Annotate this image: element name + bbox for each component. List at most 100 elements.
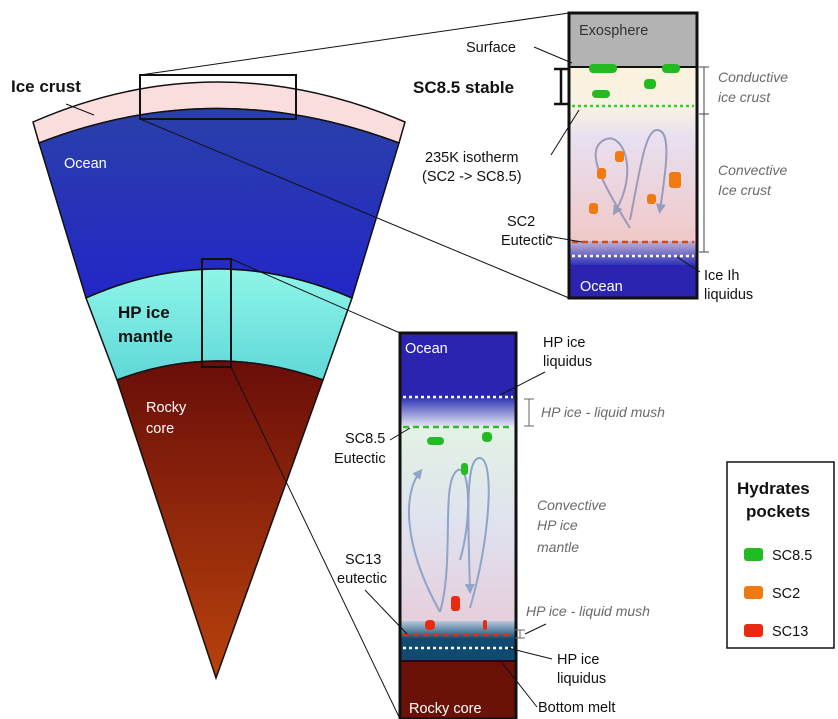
sc85-eutectic-pointer [389, 427, 411, 441]
bottom-column-frame [398, 331, 518, 719]
hp-ice-label-2: mantle [118, 327, 173, 346]
sc13-pocket [425, 620, 435, 630]
sc13-pocket [483, 620, 487, 630]
sc85-pocket [644, 79, 656, 89]
legend-title-2: pockets [746, 502, 810, 521]
sc13-eutectic-label-1: SC13 [345, 552, 381, 568]
ice-liquidus-label-1: Ice Ih [704, 268, 739, 284]
sc85-pocket [662, 64, 680, 73]
isotherm-label-1: 235K isotherm [425, 150, 519, 166]
mush-top-bracket [524, 398, 534, 427]
crust-zoom-box [139, 74, 297, 120]
ice-liquidus-pointer [676, 256, 701, 273]
bottom-mantle-layer [400, 427, 516, 621]
sc85-pocket [461, 463, 468, 475]
convective-mantle-label-3: mantle [537, 539, 579, 555]
sc85-pocket [482, 432, 492, 442]
surface-label: Surface [466, 40, 516, 56]
top-ocean-layer [569, 265, 697, 298]
bottom-convection-arrow-loop [439, 468, 470, 613]
sc2-pointer [546, 235, 583, 243]
convective-label-2: Ice crust [718, 182, 772, 198]
sc85-pocket [592, 90, 610, 98]
bottom-convection-arrow-up [408, 468, 441, 613]
bottom-rocky-label: Rocky core [409, 701, 482, 717]
top-convection-arrow-up [594, 137, 631, 229]
top-right-brackets [699, 66, 709, 253]
legend-label-sc13: SC13 [772, 624, 808, 640]
sc85-pocket [589, 64, 617, 73]
surface-pointer [533, 46, 573, 64]
bottom-convection-arrow-down [464, 457, 490, 609]
sc2-pocket [589, 203, 598, 214]
convective-label-1: Convective [718, 162, 787, 178]
zoom-connectors [139, 12, 570, 719]
mush-top-label: HP ice - liquid mush [541, 404, 665, 420]
sc13-eutectic-pointer [364, 589, 408, 635]
planet-wedge [32, 74, 406, 681]
legend-swatch-sc13 [744, 624, 763, 637]
convective-mantle-label-2: HP ice [537, 517, 578, 533]
convective-mantle-label-1: Convective [537, 497, 606, 513]
bottom-column [398, 331, 518, 719]
sc2-pocket [597, 168, 606, 179]
hp-ice-label-1: HP ice [118, 303, 170, 322]
legend-swatch-sc85 [744, 548, 763, 561]
top-ocean-label: Ocean [580, 279, 623, 295]
legend-swatch-sc2 [744, 586, 763, 599]
bottom-melt-layer [400, 639, 516, 661]
sc85-eutectic-label-2: Eutectic [334, 451, 386, 467]
hp-liquidus-top-label-1: HP ice [543, 335, 585, 351]
hp-liquidus-bottom-label-2: liquidus [557, 671, 606, 687]
legend-title-1: Hydrates [737, 479, 810, 498]
exosphere-label: Exosphere [579, 23, 648, 39]
bottom-ocean-transition [400, 397, 516, 427]
rocky-core-label-2: core [146, 421, 174, 437]
bottom-ocean-label: Ocean [405, 341, 448, 357]
rocky-core-label-1: Rocky [146, 400, 187, 416]
sc13-eutectic-label-2: eutectic [337, 571, 387, 587]
bottom-mush-layer [400, 621, 516, 639]
top-column [567, 11, 699, 300]
ice-liquidus-label-2: liquidus [704, 287, 753, 303]
mush-bottom-label: HP ice - liquid mush [526, 603, 650, 619]
mush-bottom-bracket [515, 629, 525, 639]
hp-liquidus-top-pointer [499, 371, 546, 396]
bottom-rocky-layer [400, 661, 516, 719]
legend: Hydrates pockets SC8.5 SC2 SC13 [726, 461, 835, 649]
legend-label-sc2: SC2 [772, 586, 800, 602]
hp-liquidus-bottom-pointer [507, 647, 553, 660]
bottom-melt-label: Bottom melt [538, 700, 615, 716]
sc2-eutectic-label-2: Eutectic [501, 233, 553, 249]
exosphere-layer [569, 13, 697, 67]
sc85-stable-bracket [554, 67, 568, 106]
top-transition-layer [569, 241, 697, 265]
sc2-pocket [669, 172, 681, 188]
conductive-label-2: ice crust [718, 89, 771, 105]
mantle-zoom-box [201, 258, 232, 368]
sc2-eutectic-label-1: SC2 [507, 214, 535, 230]
bottom-melt-pointer [499, 659, 538, 708]
hp-liquidus-bottom-label-1: HP ice [557, 652, 599, 668]
hp-liquidus-top-label-2: liquidus [543, 354, 592, 370]
sc85-eutectic-label-1: SC8.5 [345, 431, 385, 447]
bottom-ocean-layer [400, 333, 516, 397]
ice-crust-pointer [65, 103, 95, 116]
top-convection-arrow-down [629, 128, 668, 221]
isotherm-label-2: (SC2 -> SC8.5) [422, 169, 522, 185]
sc2-pocket [615, 151, 624, 162]
sc85-stable-label: SC8.5 stable [413, 78, 514, 97]
ice-crust-label: Ice crust [11, 77, 81, 96]
ocean-wedge-label: Ocean [64, 156, 107, 172]
conductive-label-1: Conductive [718, 69, 788, 85]
mush-bottom-pointer [524, 623, 547, 635]
isotherm-pointer [550, 109, 580, 156]
top-ice-layer [569, 67, 697, 241]
sc2-pocket [647, 194, 656, 204]
legend-label-sc85: SC8.5 [772, 548, 812, 564]
sc85-pocket [427, 437, 444, 445]
top-column-frame [567, 11, 699, 300]
sc13-pocket [451, 596, 460, 611]
